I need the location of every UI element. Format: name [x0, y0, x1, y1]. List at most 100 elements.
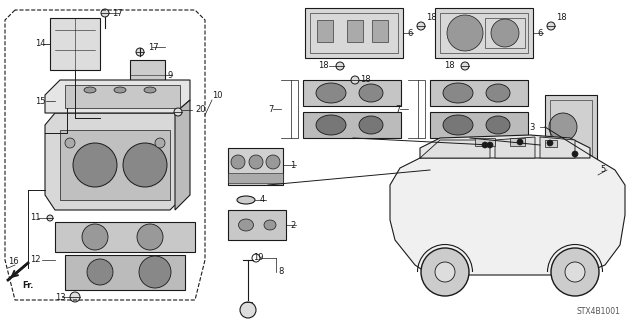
Polygon shape	[540, 137, 575, 158]
Bar	[545, 140, 557, 147]
Polygon shape	[495, 137, 535, 158]
Circle shape	[123, 143, 167, 187]
Circle shape	[249, 155, 263, 169]
Circle shape	[351, 76, 359, 84]
Circle shape	[447, 15, 483, 51]
Bar	[510, 138, 525, 146]
Circle shape	[491, 19, 519, 47]
Text: 1: 1	[290, 160, 295, 169]
Circle shape	[572, 151, 578, 157]
Circle shape	[517, 139, 523, 145]
Text: 11: 11	[30, 213, 40, 222]
Text: 17: 17	[112, 9, 123, 18]
Ellipse shape	[84, 87, 96, 93]
Circle shape	[487, 142, 493, 148]
Circle shape	[551, 248, 599, 296]
Ellipse shape	[239, 219, 253, 231]
Polygon shape	[65, 85, 180, 108]
Ellipse shape	[359, 84, 383, 102]
Circle shape	[435, 262, 455, 282]
Circle shape	[70, 292, 80, 302]
Ellipse shape	[359, 116, 383, 134]
Ellipse shape	[316, 115, 346, 135]
Text: 18: 18	[556, 13, 566, 23]
Circle shape	[549, 113, 577, 141]
Circle shape	[73, 143, 117, 187]
Bar	[317, 20, 333, 42]
Text: STX4B1001: STX4B1001	[576, 308, 620, 316]
Polygon shape	[430, 112, 528, 138]
Ellipse shape	[114, 87, 126, 93]
Polygon shape	[60, 130, 170, 200]
Circle shape	[482, 142, 488, 148]
Polygon shape	[65, 255, 185, 290]
Circle shape	[65, 138, 75, 148]
Ellipse shape	[443, 115, 473, 135]
Text: 16: 16	[8, 257, 19, 266]
Polygon shape	[55, 222, 195, 252]
Circle shape	[82, 224, 108, 250]
Polygon shape	[8, 263, 28, 280]
Polygon shape	[45, 113, 185, 210]
Circle shape	[87, 259, 113, 285]
Text: 18: 18	[444, 62, 455, 70]
Circle shape	[47, 215, 53, 221]
Polygon shape	[545, 95, 597, 160]
Circle shape	[547, 22, 555, 30]
Polygon shape	[430, 80, 528, 106]
Text: 18: 18	[318, 62, 329, 70]
Text: 15: 15	[35, 97, 45, 106]
Circle shape	[565, 262, 585, 282]
Text: 6: 6	[407, 28, 412, 38]
Text: 12: 12	[30, 256, 40, 264]
Polygon shape	[50, 18, 100, 70]
Text: 8: 8	[278, 268, 284, 277]
Text: 7: 7	[268, 105, 273, 114]
Polygon shape	[305, 8, 403, 58]
Text: 18: 18	[360, 76, 371, 85]
Text: 4: 4	[260, 196, 265, 204]
Polygon shape	[45, 80, 190, 113]
Ellipse shape	[237, 196, 255, 204]
Polygon shape	[420, 140, 490, 158]
Polygon shape	[228, 210, 286, 240]
Text: 10: 10	[212, 91, 223, 100]
Circle shape	[231, 155, 245, 169]
Ellipse shape	[316, 83, 346, 103]
Circle shape	[101, 9, 109, 17]
Text: 3: 3	[530, 122, 535, 131]
Circle shape	[417, 22, 425, 30]
Circle shape	[139, 256, 171, 288]
Ellipse shape	[582, 169, 598, 181]
Polygon shape	[228, 148, 283, 185]
Polygon shape	[420, 135, 590, 158]
Ellipse shape	[144, 87, 156, 93]
Bar	[372, 20, 388, 42]
Circle shape	[240, 302, 256, 318]
Polygon shape	[228, 173, 283, 183]
Polygon shape	[303, 80, 401, 106]
Text: 5: 5	[600, 166, 605, 174]
Text: 18: 18	[426, 13, 436, 23]
Text: 6: 6	[537, 28, 542, 38]
Polygon shape	[175, 100, 190, 210]
Circle shape	[547, 140, 553, 146]
Ellipse shape	[486, 116, 510, 134]
Circle shape	[266, 155, 280, 169]
Polygon shape	[390, 148, 625, 275]
Circle shape	[155, 138, 165, 148]
Polygon shape	[303, 112, 401, 138]
Text: 20: 20	[195, 106, 205, 115]
Polygon shape	[435, 8, 533, 58]
Ellipse shape	[443, 83, 473, 103]
Ellipse shape	[486, 84, 510, 102]
Polygon shape	[55, 95, 80, 108]
Circle shape	[461, 62, 469, 70]
Text: 19: 19	[253, 254, 264, 263]
Text: 7: 7	[395, 105, 401, 114]
Text: 9: 9	[168, 70, 173, 79]
Bar	[347, 20, 363, 42]
Bar	[475, 138, 495, 146]
Circle shape	[136, 48, 144, 56]
Text: 2: 2	[290, 220, 295, 229]
